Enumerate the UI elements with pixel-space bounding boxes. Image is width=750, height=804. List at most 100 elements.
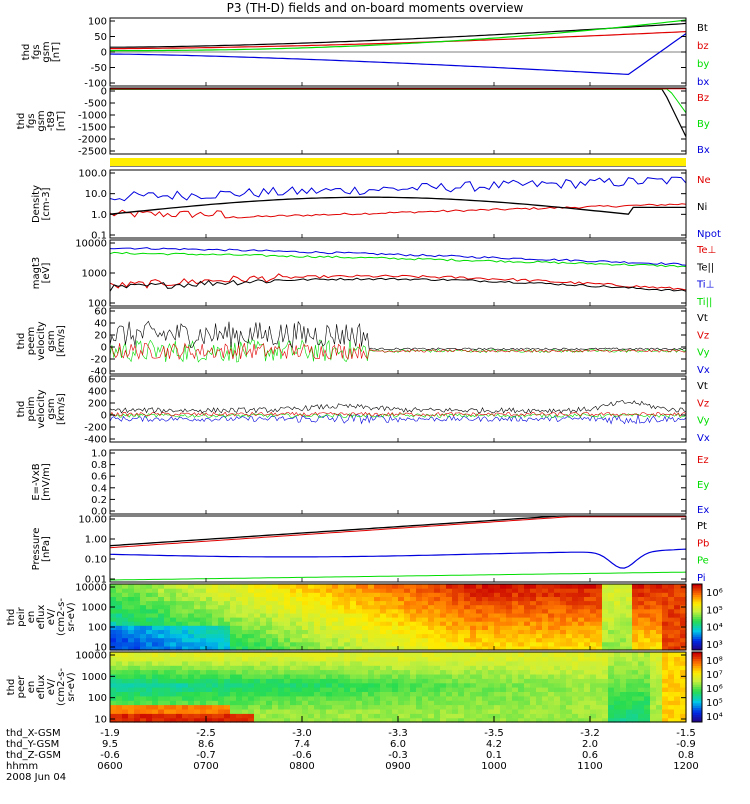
spectrogram-cell	[476, 687, 483, 692]
spectrogram-cell	[320, 645, 327, 651]
spectrogram-cell	[572, 645, 579, 651]
spectrogram-cell	[344, 617, 351, 622]
spectrogram-cell	[530, 704, 537, 710]
spectrogram-cell	[236, 700, 243, 706]
spectrogram-cell	[146, 645, 153, 651]
spectrogram-cell	[458, 704, 465, 710]
spectrogram-cell	[110, 691, 117, 697]
spectrogram-cell	[212, 596, 219, 602]
colorbar-segment	[692, 712, 702, 716]
spectrogram-cell	[260, 588, 267, 593]
spectrogram-cell	[632, 700, 639, 706]
spectrogram-cell	[368, 645, 375, 651]
spectrogram-cell	[488, 717, 495, 723]
y-axis-label: peer	[16, 675, 27, 699]
spectrogram-cell	[356, 592, 363, 597]
spectrogram-cell	[482, 588, 489, 593]
spectrogram-cell	[356, 673, 363, 679]
spectrogram-cell	[584, 708, 591, 714]
spectrogram-cell	[656, 592, 663, 597]
spectrogram-cell	[458, 592, 465, 597]
spectrogram-cell	[470, 708, 477, 714]
spectrogram-cell	[122, 625, 129, 630]
spectrogram-cell	[584, 621, 591, 626]
x-tick-label-y: 8.6	[198, 739, 214, 750]
spectrogram-cell	[440, 673, 447, 679]
spectrogram-cell	[410, 612, 417, 618]
spectrogram-cell	[380, 600, 387, 606]
spectrogram-cell	[476, 700, 483, 706]
spectrogram-cell	[506, 617, 513, 622]
spectrogram-cell	[326, 641, 333, 647]
spectrogram-cell	[626, 687, 633, 692]
spectrogram-cell	[542, 637, 549, 643]
spectrogram-cell	[614, 669, 621, 675]
spectrogram-cell	[530, 608, 537, 614]
y-tick-label: 10	[94, 715, 107, 726]
spectrogram-cell	[644, 645, 651, 651]
spectrogram-cell	[290, 596, 297, 602]
spectrogram-cell	[218, 713, 225, 719]
spectrogram-cell	[302, 665, 309, 671]
spectrogram-cell	[374, 584, 381, 589]
spectrogram-cell	[254, 673, 261, 679]
spectrogram-cell	[296, 687, 303, 692]
spectrogram-cell	[614, 695, 621, 701]
spectrogram-cell	[656, 645, 663, 651]
spectrogram-cell	[398, 665, 405, 671]
spectrogram-cell	[560, 604, 567, 610]
spectrogram-cell	[506, 612, 513, 618]
spectrogram-cell	[524, 617, 531, 622]
spectrogram-cell	[656, 621, 663, 626]
spectrogram-cell	[122, 691, 129, 697]
spectrogram-cell	[554, 695, 561, 701]
spectrogram-cell	[590, 652, 597, 657]
spectrogram-cell	[548, 717, 555, 723]
spectrogram-cell	[404, 682, 411, 688]
spectrogram-cell	[638, 625, 645, 630]
spectrogram-cell	[470, 656, 477, 662]
spectrogram-cell	[662, 700, 669, 706]
spectrogram-cell	[614, 629, 621, 635]
spectrogram-cell	[386, 617, 393, 622]
spectrogram-cell	[344, 604, 351, 610]
spectrogram-cell	[320, 608, 327, 614]
y-tick-label: 200	[88, 399, 107, 410]
spectrogram-cell	[512, 656, 519, 662]
spectrogram-cell	[422, 596, 429, 602]
spectrogram-cell	[476, 717, 483, 723]
spectrogram-cell	[554, 691, 561, 697]
spectrogram-cell	[332, 621, 339, 626]
spectrogram-cell	[482, 708, 489, 714]
spectrogram-cell	[242, 665, 249, 671]
spectrogram-cell	[254, 678, 261, 684]
spectrogram-cell	[596, 704, 603, 710]
spectrogram-cell	[464, 708, 471, 714]
spectrogram-cell	[242, 717, 249, 723]
spectrogram-cell	[272, 596, 279, 602]
spectrogram-cell	[122, 588, 129, 593]
colorbar-segment	[692, 639, 702, 642]
spectrogram-cell	[674, 608, 681, 614]
spectrogram-cell	[446, 656, 453, 662]
spectrogram-cell	[140, 584, 147, 589]
colorbar-tick-label: 10⁴	[706, 712, 723, 723]
spectrogram-cell	[680, 678, 687, 684]
spectrogram-cell	[170, 669, 177, 675]
spectrogram-cell	[110, 629, 117, 635]
spectrogram-cell	[386, 604, 393, 610]
spectrogram-cell	[236, 665, 243, 671]
x-tick-label-y: -0.9	[676, 739, 696, 750]
spectrogram-cell	[578, 608, 585, 614]
spectrogram-cell	[668, 621, 675, 626]
spectrogram-cell	[416, 682, 423, 688]
spectrogram-cell	[548, 625, 555, 630]
spectrogram-cell	[242, 700, 249, 706]
spectrogram-cell	[320, 704, 327, 710]
spectrogram-cell	[134, 704, 141, 710]
spectrogram-cell	[152, 678, 159, 684]
spectrogram-cell	[224, 596, 231, 602]
x-tick-label-z: 0.1	[486, 750, 502, 761]
spectrogram-cell	[236, 625, 243, 630]
spectrogram-cell	[626, 645, 633, 651]
